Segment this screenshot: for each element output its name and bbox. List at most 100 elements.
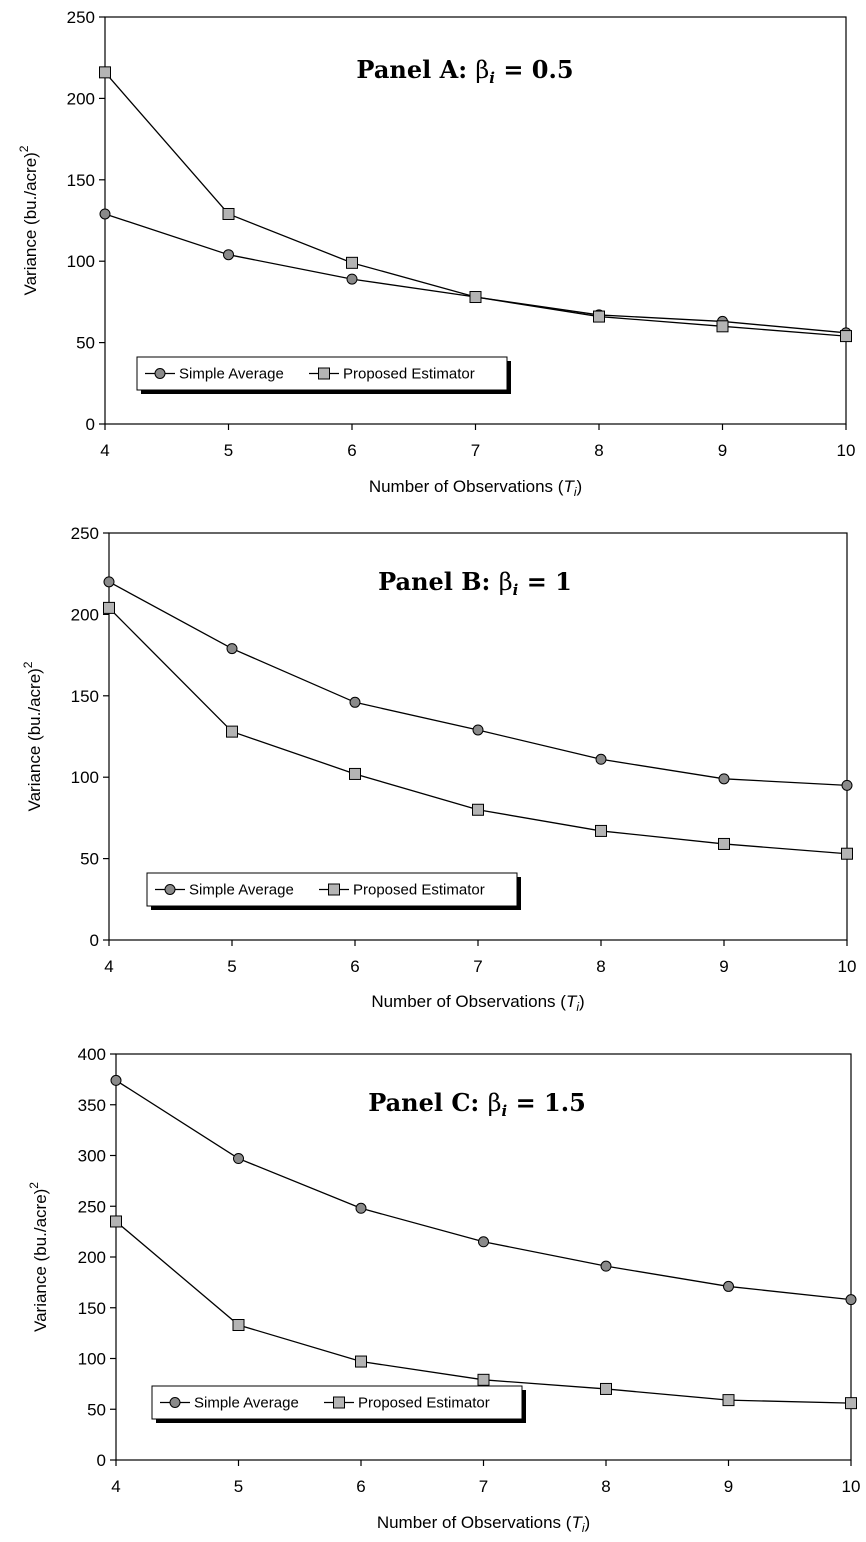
data-point-square (355, 1355, 367, 1368)
data-point-square (593, 310, 605, 323)
data-point-circle (99, 208, 111, 220)
x-axis-label: Number of Observations (Ti) (377, 1513, 590, 1535)
y-tick-label: 400 (78, 1045, 106, 1064)
data-point-square (472, 803, 484, 816)
y-tick-label: 150 (71, 687, 99, 706)
y-tick-label: 0 (86, 415, 95, 434)
data-point-square (718, 837, 730, 850)
x-tick-label: 4 (100, 441, 109, 460)
x-tick-label: 9 (718, 441, 727, 460)
x-tick-label: 7 (473, 957, 482, 976)
x-tick-label: 6 (350, 957, 359, 976)
data-point-circle (103, 576, 115, 588)
y-tick-label: 50 (76, 334, 95, 353)
legend: Simple Average Proposed Estimator (151, 1385, 526, 1423)
chart-title: Panel B: βi = 1 (378, 567, 572, 599)
legend-label: Simple Average (179, 366, 284, 383)
series-line (104, 213, 847, 334)
chart-title: Panel C: βi = 1.5 (368, 1088, 586, 1120)
x-tick-label: 8 (596, 957, 605, 976)
x-tick-label: 9 (724, 1477, 733, 1496)
data-point-square (716, 320, 729, 333)
y-tick-label: 300 (78, 1147, 106, 1166)
data-point-square (841, 847, 853, 860)
legend-label: Proposed Estimator (343, 366, 475, 383)
legend: Simple Average Proposed Estimator (136, 356, 511, 394)
x-tick-label: 9 (719, 957, 728, 976)
data-point-circle (226, 643, 238, 655)
data-point-square (222, 207, 235, 220)
y-tick-label: 200 (71, 605, 99, 624)
square-marker-icon (318, 367, 330, 380)
y-tick-label: 250 (67, 8, 95, 27)
series-simple-average (99, 208, 852, 339)
chart-panel-c: 0 50 100 150 200 250 300 350 400 4 5 6 7 8 9 10 Number o… (27, 1045, 860, 1535)
x-tick-label: 7 (471, 441, 480, 460)
series-line (108, 581, 848, 786)
data-point-square (99, 66, 111, 79)
y-tick-label: 0 (97, 1451, 106, 1470)
y-axis-label: Variance (bu./acre)2 (27, 1182, 50, 1332)
x-tick-label: 5 (224, 441, 233, 460)
y-tick-label: 200 (67, 89, 95, 108)
legend-label: Proposed Estimator (358, 1395, 490, 1412)
series-simple-average (103, 576, 853, 791)
data-point-square (232, 1319, 245, 1332)
y-tick-label: 100 (71, 768, 99, 787)
y-tick-label: 100 (67, 252, 95, 271)
data-point-square (349, 767, 361, 780)
chart-title: Panel A: βi = 0.5 (356, 55, 573, 87)
data-point-circle (349, 696, 361, 708)
series-proposed-estimator (110, 1215, 857, 1410)
data-point-circle (233, 1153, 244, 1165)
x-tick-label: 4 (104, 957, 113, 976)
y-tick-label: 0 (90, 931, 99, 950)
y-tick-label: 150 (67, 171, 95, 190)
data-point-circle (723, 1280, 734, 1292)
series-simple-average (110, 1074, 857, 1306)
legend-label: Simple Average (189, 882, 294, 899)
legend-box (136, 356, 508, 391)
square-marker-icon (333, 1396, 345, 1409)
x-tick-label: 5 (234, 1477, 243, 1496)
data-point-circle (223, 249, 234, 261)
square-marker-icon (328, 883, 340, 896)
series-proposed-estimator (103, 601, 853, 860)
y-tick-label: 100 (78, 1350, 106, 1369)
x-axis-label: Number of Observations (Ti) (371, 992, 584, 1014)
x-tick-label: 6 (356, 1477, 365, 1496)
x-tick-label: 10 (837, 441, 856, 460)
y-tick-label: 150 (78, 1299, 106, 1318)
data-point-square (226, 725, 238, 738)
data-point-square (346, 256, 358, 269)
data-point-circle (472, 724, 484, 736)
data-point-circle (355, 1202, 367, 1214)
data-point-circle (841, 779, 853, 791)
data-point-circle (595, 753, 607, 765)
data-point-circle (600, 1260, 612, 1272)
data-point-circle (478, 1236, 489, 1248)
y-tick-label: 250 (71, 524, 99, 543)
data-point-square (110, 1215, 122, 1228)
x-tick-label: 10 (838, 957, 857, 976)
data-point-square (103, 601, 115, 614)
data-point-square (600, 1382, 612, 1395)
circle-marker-icon (169, 1397, 181, 1408)
data-point-circle (110, 1074, 122, 1086)
data-point-circle (346, 273, 358, 285)
x-tick-label: 5 (227, 957, 236, 976)
circle-marker-icon (164, 884, 176, 895)
x-tick-label: 6 (347, 441, 356, 460)
x-tick-label: 10 (842, 1477, 861, 1496)
legend-label: Simple Average (194, 1395, 299, 1412)
x-axis-label: Number of Observations (Ti) (369, 477, 582, 499)
circle-marker-icon (154, 368, 166, 379)
data-point-circle (718, 773, 730, 785)
data-point-square (477, 1373, 490, 1386)
legend-label: Proposed Estimator (353, 882, 485, 899)
y-tick-label: 50 (87, 1400, 106, 1419)
y-tick-label: 350 (78, 1096, 106, 1115)
x-tick-label: 8 (594, 441, 603, 460)
